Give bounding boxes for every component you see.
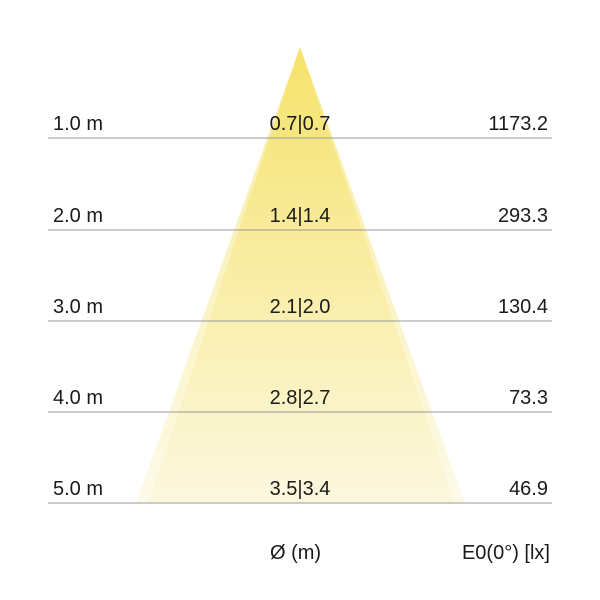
beam-diameter-value: 0.7|0.7 [269, 113, 331, 135]
beam-diameter-value: 2.1|2.0 [269, 296, 331, 318]
beam-cone-inner [148, 47, 455, 503]
beam-diameter-value: 3.5|3.4 [269, 478, 331, 500]
distance-label: 3.0 m [53, 296, 104, 318]
distance-label: 4.0 m [53, 387, 104, 409]
beam-diameter-value: 2.8|2.7 [269, 387, 331, 409]
illuminance-value: 73.3 [509, 387, 548, 409]
illuminance-column-label: E0(0°) [lx] [461, 542, 550, 564]
distance-label: 1.0 m [53, 113, 104, 135]
distance-label: 2.0 m [53, 205, 104, 227]
distance-label: 5.0 m [53, 478, 104, 500]
beam-diameter-value: 1.4|1.4 [269, 205, 331, 227]
illuminance-value: 130.4 [497, 296, 548, 318]
illuminance-value: 293.3 [497, 205, 548, 227]
illuminance-value: 46.9 [509, 478, 548, 500]
illuminance-value: 1173.2 [488, 113, 548, 135]
diameter-column-label: Ø (m) [270, 542, 322, 564]
